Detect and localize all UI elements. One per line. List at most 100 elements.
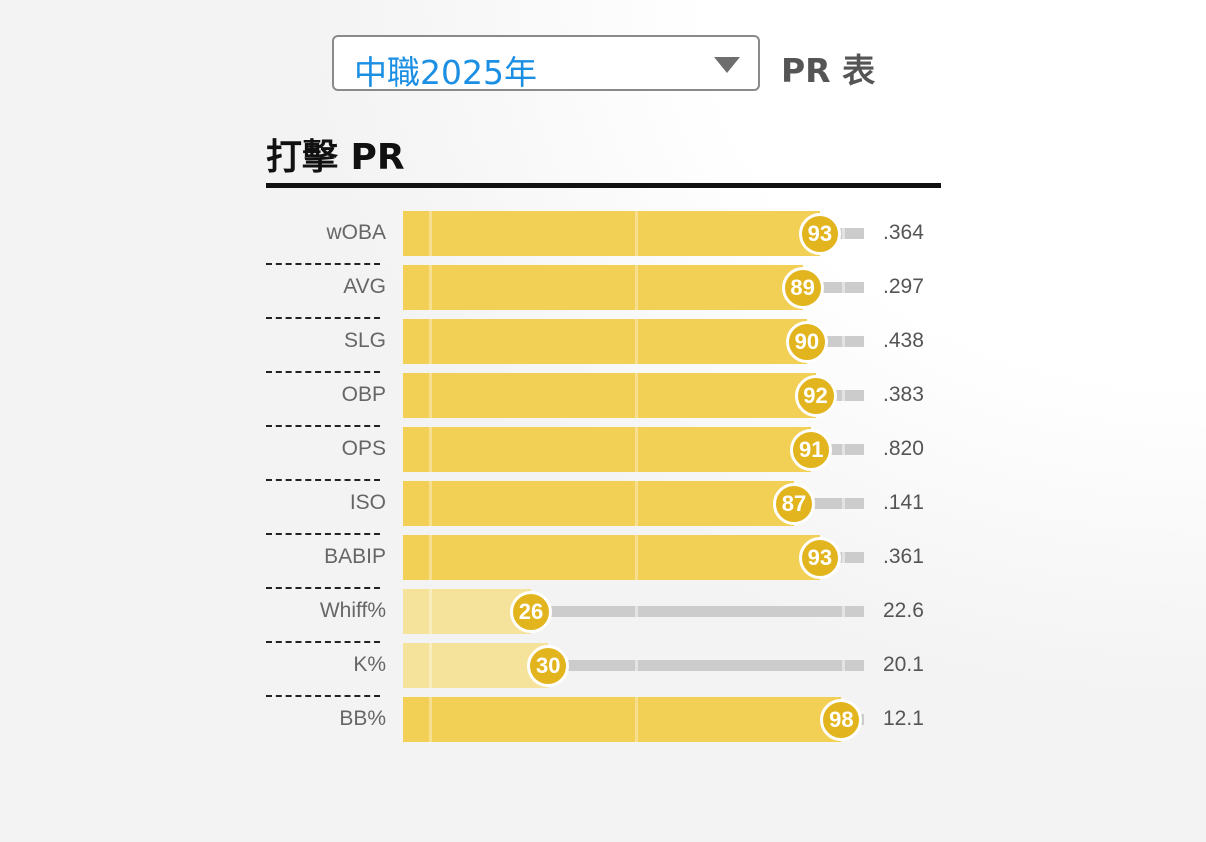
season-select-value: 中職2025年 (354, 53, 537, 92)
stat-value: .141 (883, 491, 924, 514)
chart-row: Whiff% 26 22.6 (0, 589, 1206, 643)
pr-bubble: 93 (798, 537, 841, 579)
pr-bar (403, 535, 820, 580)
remaining-track (815, 390, 864, 401)
season-select[interactable]: 中職2025年 (332, 35, 760, 92)
stat-value: 20.1 (883, 653, 924, 676)
pr-bubble: 26 (510, 591, 553, 633)
remaining-track (819, 228, 864, 239)
pr-bar (403, 427, 812, 472)
gridline (842, 660, 845, 671)
remaining-track (819, 552, 864, 563)
pr-bar (403, 265, 803, 310)
remaining-track (802, 282, 864, 293)
stat-label: K% (353, 653, 386, 676)
remaining-track (811, 444, 864, 455)
remaining-track (531, 606, 864, 617)
gridline (429, 427, 432, 472)
row-separator (266, 533, 380, 535)
gridline (842, 228, 845, 239)
pr-bubble: 87 (772, 483, 815, 525)
row-separator (266, 317, 380, 319)
gridline (842, 282, 845, 293)
gridline (429, 373, 432, 418)
chart-row: K% 30 20.1 (0, 643, 1206, 697)
row-separator (266, 263, 380, 265)
stat-value: .297 (883, 275, 924, 298)
pr-bubble: 90 (785, 321, 828, 363)
row-separator (266, 479, 380, 481)
chart-row: SLG 90 .438 (0, 319, 1206, 373)
stat-label: Whiff% (319, 599, 386, 622)
gridline (635, 606, 638, 617)
pr-bar (403, 697, 842, 742)
stat-value: .364 (883, 221, 924, 244)
row-separator (266, 695, 380, 697)
remaining-track (548, 660, 864, 671)
gridline (429, 589, 432, 634)
section-divider (266, 183, 941, 188)
section-title: 打擊 PR (266, 137, 405, 178)
pr-bar (403, 589, 532, 634)
pr-bar (403, 373, 816, 418)
row-separator (266, 641, 380, 643)
row-separator (266, 371, 380, 373)
gridline (429, 697, 432, 742)
pr-bubble: 30 (527, 645, 570, 687)
row-separator (266, 587, 380, 589)
stat-value: .820 (883, 437, 924, 460)
gridline (842, 390, 845, 401)
stat-value: 22.6 (883, 599, 924, 622)
pr-table-label: PR 表 (781, 51, 876, 90)
pr-bar (403, 319, 807, 364)
gridline (635, 535, 638, 580)
chart-row: ISO 87 .141 (0, 481, 1206, 535)
stat-label: ISO (349, 491, 386, 514)
stat-value: .383 (883, 383, 924, 406)
pr-bar (403, 481, 794, 526)
chart-row: OBP 92 .383 (0, 373, 1206, 427)
gridline (635, 319, 638, 364)
pr-bar (403, 211, 820, 256)
stat-value: .438 (883, 329, 924, 352)
stat-label: OPS (341, 437, 386, 460)
stat-label: SLG (343, 329, 386, 352)
gridline (635, 265, 638, 310)
gridline (842, 444, 845, 455)
gridline (842, 336, 845, 347)
gridline (429, 319, 432, 364)
stat-value: .361 (883, 545, 924, 568)
gridline (635, 373, 638, 418)
chart-row: AVG 89 .297 (0, 265, 1206, 319)
pr-bubble: 91 (790, 429, 833, 471)
gridline (635, 427, 638, 472)
gridline (635, 481, 638, 526)
remaining-track (793, 498, 864, 509)
stat-label: AVG (343, 275, 386, 298)
gridline (635, 211, 638, 256)
stat-label: BABIP (324, 545, 386, 568)
stat-label: OBP (341, 383, 386, 406)
gridline (842, 552, 845, 563)
gridline (842, 606, 845, 617)
gridline (429, 481, 432, 526)
chart-row: wOBA 93 .364 (0, 211, 1206, 265)
caret-down-icon[interactable] (714, 57, 740, 73)
gridline (842, 498, 845, 509)
chart-row: OPS 91 .820 (0, 427, 1206, 481)
remaining-track (806, 336, 864, 347)
gridline (429, 211, 432, 256)
row-separator (266, 425, 380, 427)
chart-row: BB% 98 12.1 (0, 697, 1206, 742)
gridline (429, 643, 432, 688)
pr-bubble: 92 (794, 375, 837, 417)
gridline (635, 697, 638, 742)
chart-row: BABIP 93 .361 (0, 535, 1206, 589)
pr-bar (403, 643, 549, 688)
pr-bubble: 89 (781, 267, 824, 309)
stat-label: BB% (339, 707, 386, 730)
pr-bubble: 98 (820, 699, 863, 741)
gridline (635, 660, 638, 671)
pr-bubble: 93 (798, 213, 841, 255)
gridline (429, 265, 432, 310)
